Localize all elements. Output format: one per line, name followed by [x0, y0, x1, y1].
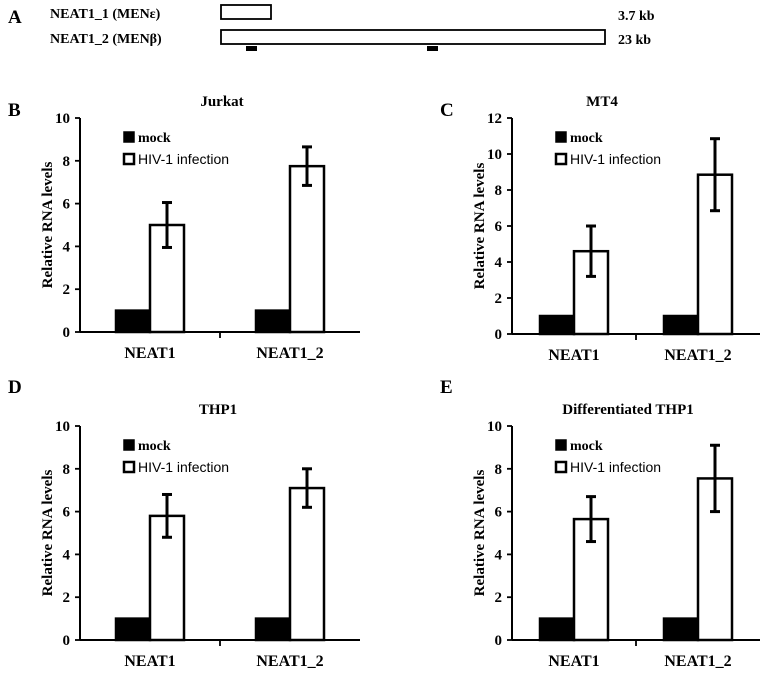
legend-swatch-infection — [554, 152, 568, 166]
chart-title: Differentiated THP1 — [562, 402, 694, 418]
y-tick-label: 8 — [63, 462, 71, 478]
bar-hiv-infection-neat1 — [148, 514, 186, 642]
transcript-bar-neat1-1 — [220, 4, 272, 20]
y-tick-label: 10 — [487, 147, 502, 163]
legend-swatch-mock — [123, 131, 135, 143]
legend-label-mock: mock — [570, 131, 603, 146]
y-tick-label: 0 — [495, 633, 503, 649]
y-tick-label: 2 — [495, 590, 503, 606]
bar-mock-neat1-2 — [254, 309, 292, 334]
chart-panel-b: B Jurkat Relative RNA levels 0 2 4 6 8 10 NEAT1 NE… — [8, 94, 360, 362]
y-tick-label: 4 — [495, 255, 503, 271]
y-tick-label: 10 — [55, 419, 70, 435]
y-tick-label: 10 — [55, 111, 70, 127]
y-tick-label: 2 — [63, 590, 71, 606]
x-tick-label: NEAT1 — [124, 345, 175, 362]
chart-panel-e: E Differentiated THP1 Relative RNA levels 0… — [440, 377, 760, 670]
probe-marker-2 — [427, 46, 438, 51]
legend-swatch-mock — [123, 439, 135, 451]
charts: B Jurkat Relative RNA levels 0 2 4 6 8 10 NEAT1 NE… — [8, 94, 760, 670]
y-tick-label: 6 — [63, 197, 71, 213]
legend-swatch-infection — [122, 152, 136, 166]
legend-label-mock: mock — [138, 439, 171, 454]
bar-mock-neat1-2 — [662, 617, 700, 642]
bar-mock-neat1 — [538, 617, 576, 642]
panel-letter: E — [440, 377, 453, 398]
y-axis-label: Relative RNA levels — [40, 162, 56, 289]
legend-label-infection: HIV-1 infection — [570, 151, 661, 167]
panel-letter: C — [440, 100, 454, 121]
y-axis-label: Relative RNA levels — [40, 470, 56, 597]
legend-label-infection: HIV-1 infection — [138, 459, 229, 475]
y-tick-label: 8 — [495, 183, 503, 199]
panel-letter: B — [8, 100, 21, 121]
y-tick-label: 0 — [495, 327, 503, 343]
legend-swatch-infection — [122, 460, 136, 474]
legend-label-mock: mock — [570, 439, 603, 454]
bar-mock-neat1-2 — [254, 617, 292, 642]
legend-label-mock: mock — [138, 131, 171, 146]
y-tick-label: 0 — [63, 325, 71, 341]
y-tick-label: 2 — [495, 291, 503, 307]
panel-letter: D — [8, 377, 22, 398]
x-tick-label: NEAT1_2 — [256, 653, 323, 670]
x-tick-label: NEAT1 — [548, 653, 599, 670]
y-tick-label: 0 — [63, 633, 71, 649]
legend-swatch-infection — [554, 460, 568, 474]
chart-title: MT4 — [586, 94, 618, 110]
transcript-bar-neat1-2 — [220, 29, 606, 45]
bar-mock-neat1 — [114, 309, 152, 334]
y-tick-label: 4 — [63, 547, 71, 563]
chart-panel-c: C MT4 Relative RNA levels 0 2 4 6 8 10 12 NEAT1 NEA… — [440, 94, 760, 364]
y-axis-label: Relative RNA levels — [472, 163, 488, 290]
chart-title: THP1 — [199, 402, 237, 418]
bar-hiv-infection-neat1-2 — [288, 486, 326, 642]
x-tick-label: NEAT1 — [548, 347, 599, 364]
y-tick-label: 8 — [495, 462, 503, 478]
y-tick-label: 6 — [63, 505, 71, 521]
y-tick-label: 12 — [487, 111, 502, 127]
transcript-label-neat1-1: NEAT1_1 (MENε) — [50, 7, 161, 22]
y-tick-label: 10 — [487, 419, 502, 435]
chart-panel-d: D THP1 Relative RNA levels 0 2 4 6 8 10 NEAT1 NEAT… — [8, 377, 360, 670]
x-tick-label: NEAT1 — [124, 653, 175, 670]
probe-marker-1 — [246, 46, 257, 51]
panel-letter-a: A — [8, 7, 22, 28]
bar-mock-neat1 — [114, 617, 152, 642]
x-tick-label: NEAT1_2 — [664, 653, 731, 670]
transcript-size-neat1-1: 3.7 kb — [618, 9, 655, 24]
transcript-size-neat1-2: 23 kb — [618, 33, 651, 48]
y-tick-label: 4 — [63, 239, 71, 255]
panel-a: A NEAT1_1 (MENε) 3.7 kb NEAT1_2 (MENβ) 2… — [8, 4, 655, 51]
transcript-label-neat1-2: NEAT1_2 (MENβ) — [50, 32, 162, 47]
legend-swatch-mock — [555, 131, 567, 143]
legend-swatch-mock — [555, 439, 567, 451]
x-tick-label: NEAT1_2 — [664, 347, 731, 364]
y-tick-label: 8 — [63, 154, 71, 170]
y-tick-label: 6 — [495, 505, 503, 521]
bar-mock-neat1 — [538, 314, 576, 336]
y-tick-label: 4 — [495, 547, 503, 563]
y-tick-label: 2 — [63, 282, 71, 298]
bar-hiv-infection-neat1-2 — [288, 164, 326, 334]
y-tick-label: 6 — [495, 219, 503, 235]
y-axis-label: Relative RNA levels — [472, 470, 488, 597]
legend-label-infection: HIV-1 infection — [138, 151, 229, 167]
legend-label-infection: HIV-1 infection — [570, 459, 661, 475]
x-tick-label: NEAT1_2 — [256, 345, 323, 362]
bar-mock-neat1-2 — [662, 314, 700, 336]
chart-title: Jurkat — [200, 94, 243, 110]
